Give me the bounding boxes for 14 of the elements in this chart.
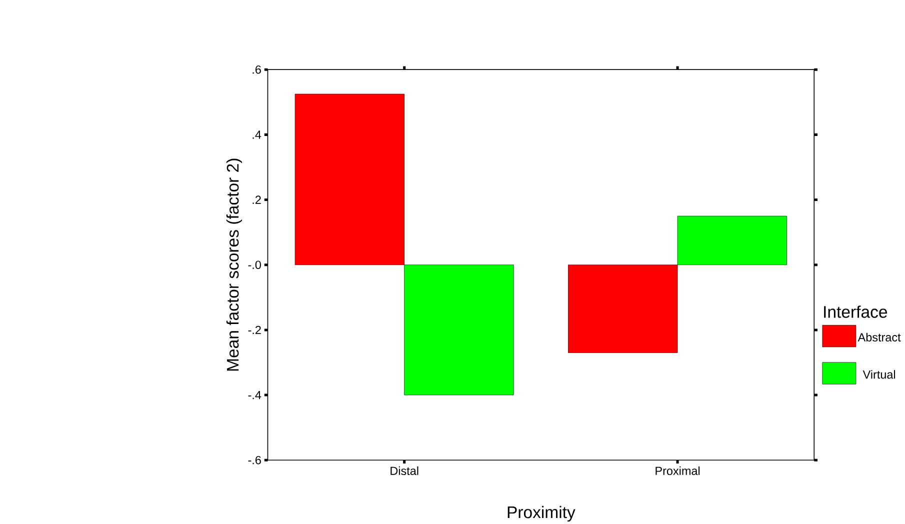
y-tick-label: .4 xyxy=(252,130,262,139)
legend-label: Virtual xyxy=(862,370,896,379)
x-axis-title: Proximity xyxy=(508,506,576,522)
x-tick-label: Distal xyxy=(390,466,418,475)
y-tick-label: -.6 xyxy=(248,456,261,464)
y-tick-label: -.4 xyxy=(248,390,262,399)
legend-title: Interface xyxy=(824,305,888,318)
legend-label: Abstract xyxy=(858,332,901,342)
y-axis-title: Mean factor scores (factor 2) xyxy=(226,158,242,370)
y-tick-label: .6 xyxy=(252,65,261,74)
y-tick-label: -.0 xyxy=(248,260,261,269)
x-tick-label: Proximal xyxy=(656,466,700,475)
y-tick-label: .2 xyxy=(252,196,261,204)
y-tick-label: -.2 xyxy=(248,326,261,334)
